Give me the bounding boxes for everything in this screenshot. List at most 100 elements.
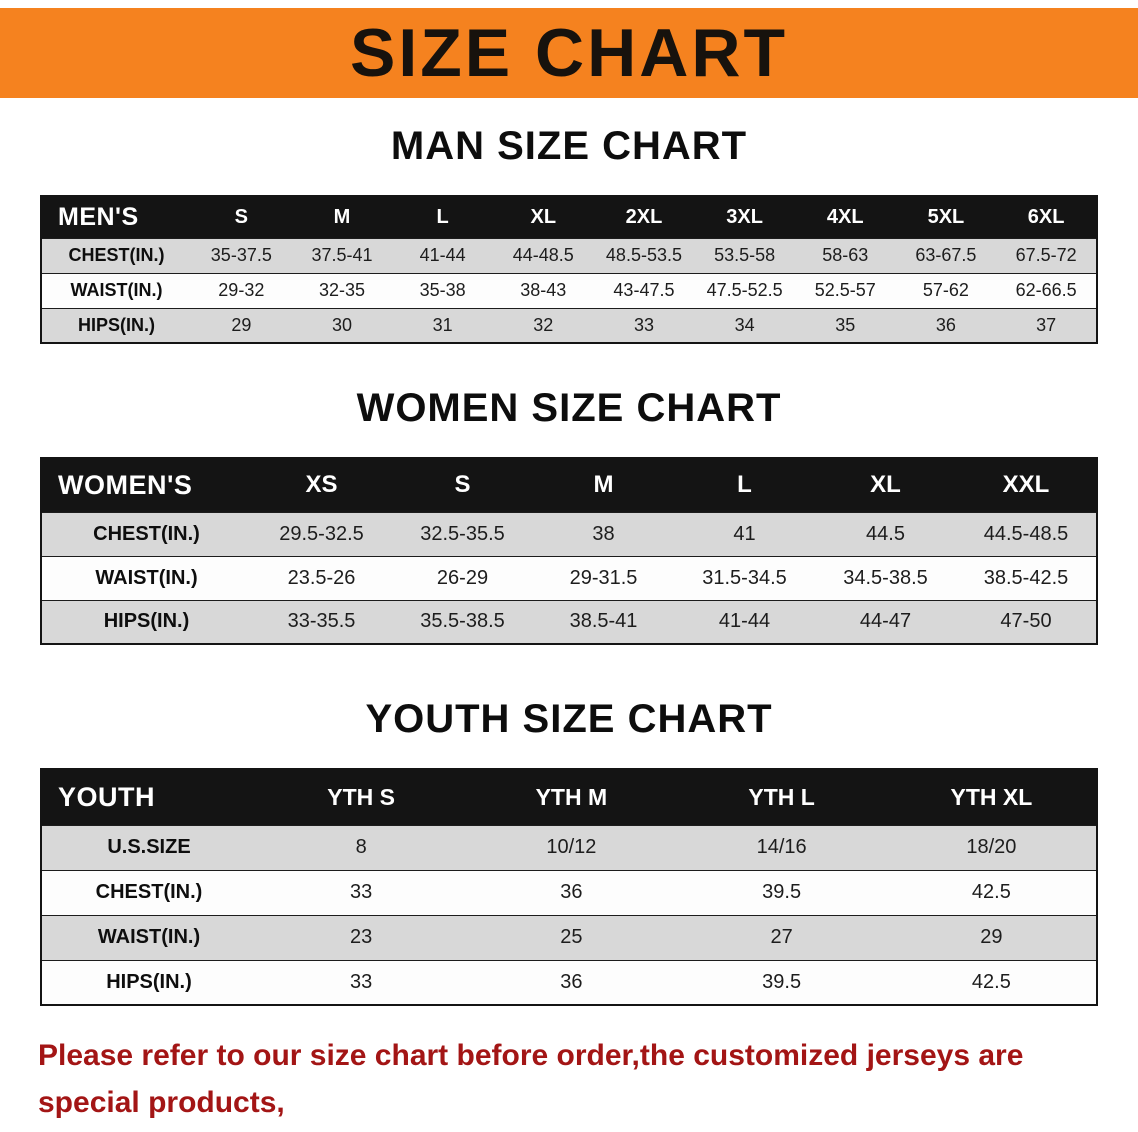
size-value-cell: 26-29 [392,555,533,600]
size-value-cell: 27 [676,914,887,960]
size-value-cell: 34.5-38.5 [815,555,956,600]
size-value-cell: 32 [492,307,594,343]
size-value-cell: 41 [674,511,815,556]
measurement-row-label: HIPS(IN.) [41,599,251,644]
women-section-heading: WOMEN SIZE CHART [356,386,782,430]
measurement-row: HIPS(IN.) 29 30 31 32 33 34 35 36 37 [41,307,1097,343]
size-value-cell: 31.5-34.5 [674,555,815,600]
table-title-cell: MEN'S [41,196,191,238]
size-value-cell: 33 [593,307,695,343]
measurement-row-label: HIPS(IN.) [41,959,256,1005]
size-value-cell: 44.5 [815,511,956,556]
size-value-cell: 29.5-32.5 [251,511,392,556]
size-column-header: 2XL [593,196,695,238]
table-title-cell: WOMEN'S [41,458,251,512]
size-value-cell: 29 [191,307,292,343]
size-column-header: L [392,196,493,238]
size-value-cell: 38.5-41 [533,599,674,644]
size-column-header: M [291,196,393,238]
size-column-header: YTH XL [886,769,1097,825]
measurement-row-label: CHEST(IN.) [41,869,256,915]
size-column-header: 5XL [895,196,997,238]
youth-section: YOUTH SIZE CHART YOUTH YTH S YTH M YTH L YTH… [0,697,1138,1006]
size-column-header: YTH L [676,769,887,825]
size-value-cell: 29-31.5 [533,555,674,600]
size-value-cell: 39.5 [676,869,887,915]
size-value-cell: 42.5 [886,869,1097,915]
size-value-cell: 39.5 [676,959,887,1005]
men-section: MAN SIZE CHART MEN'S S M L XL 2XL 3XL 4XL 5XL 6XL… [0,124,1138,344]
size-value-cell: 44-47 [815,599,956,644]
youth-section-heading: YOUTH SIZE CHART [365,697,773,741]
men-section-heading: MAN SIZE CHART [390,124,748,168]
measurement-row: CHEST(IN.) 29.5-32.5 32.5-35.5 38 41 44.5 44.5… [41,511,1097,556]
size-value-cell: 38-43 [492,272,594,308]
table-header-row: WOMEN'S XS S M L XL XXL [41,458,1097,512]
youth-size-table: YOUTH YTH S YTH M YTH L YTH XL U.S.SIZE 8 10/12… [40,768,1098,1006]
size-column-header: 4XL [794,196,896,238]
banner: SIZE CHART [0,8,1138,98]
size-value-cell: 44.5-48.5 [956,511,1097,556]
measurement-row-label: WAIST(IN.) [41,555,251,600]
measurement-row: WAIST(IN.) 29-32 32-35 35-38 38-43 43-47.5 47.… [41,272,1097,308]
size-value-cell: 30 [291,307,393,343]
notice-line-1: Please refer to our size chart before or… [38,1039,1024,1119]
size-value-cell: 52.5-57 [794,272,896,308]
size-value-cell: 53.5-58 [694,237,795,273]
size-column-header: M [533,458,674,512]
size-value-cell: 41-44 [674,599,815,644]
size-value-cell: 34 [694,307,795,343]
measurement-row-label: U.S.SIZE [41,824,256,870]
size-value-cell: 48.5-53.5 [593,237,695,273]
measurement-row-label: CHEST(IN.) [41,237,191,273]
size-value-cell: 41-44 [392,237,493,273]
table-header-row: YOUTH YTH S YTH M YTH L YTH XL [41,769,1097,825]
size-value-cell: 36 [466,959,677,1005]
size-value-cell: 44-48.5 [492,237,594,273]
size-value-cell: 33-35.5 [251,599,392,644]
table-header-row: MEN'S S M L XL 2XL 3XL 4XL 5XL 6XL [41,196,1097,238]
size-value-cell: 35 [794,307,896,343]
page-title: SIZE CHART [350,15,788,91]
women-section: WOMEN SIZE CHART WOMEN'S XS S M L XL XXL CHEST(… [0,386,1138,645]
size-value-cell: 38 [533,511,674,556]
size-column-header: XL [492,196,594,238]
size-value-cell: 14/16 [676,824,887,870]
size-column-header: XS [251,458,392,512]
size-value-cell: 32-35 [291,272,393,308]
size-value-cell: 33 [256,869,467,915]
measurement-row: HIPS(IN.) 33 36 39.5 42.5 [41,959,1097,1005]
size-value-cell: 47-50 [956,599,1097,644]
size-value-cell: 35-38 [392,272,493,308]
size-column-header: S [392,458,533,512]
size-value-cell: 36 [895,307,997,343]
measurement-row: WAIST(IN.) 23.5-26 26-29 29-31.5 31.5-34.5 34… [41,555,1097,600]
measurement-row: CHEST(IN.) 35-37.5 37.5-41 41-44 44-48.5 48.5… [41,237,1097,273]
size-value-cell: 18/20 [886,824,1097,870]
size-value-cell: 63-67.5 [895,237,997,273]
women-size-table: WOMEN'S XS S M L XL XXL CHEST(IN.) 29.5-32.5 32.5… [40,457,1098,645]
size-value-cell: 67.5-72 [996,237,1097,273]
size-value-cell: 31 [392,307,493,343]
size-value-cell: 57-62 [895,272,997,308]
size-value-cell: 32.5-35.5 [392,511,533,556]
measurement-row: CHEST(IN.) 33 36 39.5 42.5 [41,869,1097,915]
size-value-cell: 47.5-52.5 [694,272,795,308]
size-column-header: S [191,196,292,238]
size-value-cell: 43-47.5 [593,272,695,308]
size-value-cell: 23 [256,914,467,960]
notice-line-2: we don't accept cancel, change, teturn o… [38,1126,1100,1132]
size-column-header: XL [815,458,956,512]
size-value-cell: 38.5-42.5 [956,555,1097,600]
size-value-cell: 10/12 [466,824,677,870]
size-column-header: XXL [956,458,1097,512]
size-value-cell: 25 [466,914,677,960]
size-column-header: 3XL [694,196,795,238]
size-value-cell: 36 [466,869,677,915]
size-chart-page: SIZE CHART MAN SIZE CHART MEN'S S M L XL 2XL 3… [0,8,1138,1132]
size-value-cell: 37.5-41 [291,237,393,273]
size-value-cell: 33 [256,959,467,1005]
measurement-row-label: WAIST(IN.) [41,914,256,960]
measurement-row: U.S.SIZE 8 10/12 14/16 18/20 [41,824,1097,870]
size-column-header: YTH M [466,769,677,825]
